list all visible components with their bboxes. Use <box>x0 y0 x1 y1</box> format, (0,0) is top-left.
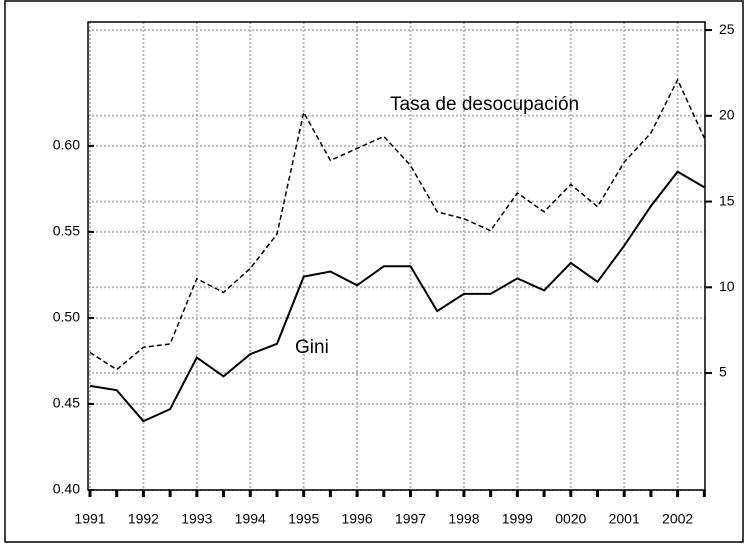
x-tick-label: 1993 <box>181 511 212 527</box>
y-tick-label: 0.40 <box>53 481 80 497</box>
y-tick-label: 0.60 <box>53 137 80 153</box>
x-tick-label: 1996 <box>342 511 373 527</box>
y-tick-label: 0.55 <box>53 223 80 239</box>
y2-tick-label: 25 <box>719 21 735 37</box>
y2-tick-label: 20 <box>719 107 735 123</box>
x-tick-label: 1997 <box>395 511 426 527</box>
x-tick-label: 2002 <box>662 511 693 527</box>
x-tick-label: 1991 <box>74 511 105 527</box>
x-tick-label: 2001 <box>609 511 640 527</box>
x-tick-label: 1992 <box>128 511 159 527</box>
y2-tick-label: 10 <box>719 278 735 294</box>
plot-frame <box>87 21 706 491</box>
x-tick-label: 1998 <box>448 511 479 527</box>
frame <box>4 0 744 543</box>
series-label: Gini <box>295 337 329 358</box>
x-tick-label: 1994 <box>235 511 266 527</box>
y2-tick-label: 5 <box>719 364 727 380</box>
series-label: Tasa de desocupación <box>390 94 579 115</box>
x-tick-label: 1995 <box>288 511 319 527</box>
y-tick-label: 0.45 <box>53 395 80 411</box>
x-tick-label: 1999 <box>502 511 533 527</box>
series-line <box>89 78 705 371</box>
series-line <box>89 170 705 423</box>
y2-tick-label: 15 <box>719 192 735 208</box>
x-tick-label: 0020 <box>555 511 586 527</box>
y-tick-label: 0.50 <box>53 309 80 325</box>
